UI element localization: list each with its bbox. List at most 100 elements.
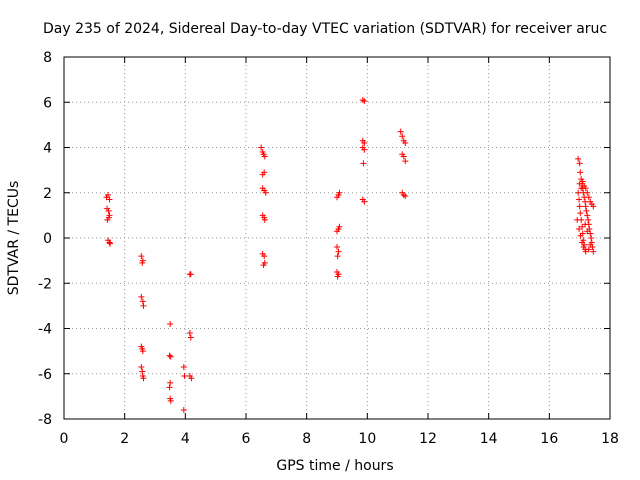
data-point bbox=[587, 241, 594, 248]
data-point bbox=[167, 320, 174, 327]
data-point bbox=[180, 363, 187, 370]
data-point bbox=[584, 189, 591, 196]
data-point bbox=[576, 203, 583, 210]
data-point bbox=[187, 334, 194, 341]
data-point bbox=[261, 253, 268, 260]
x-tick-label: 8 bbox=[302, 431, 311, 447]
x-tick-label: 6 bbox=[242, 431, 251, 447]
data-point bbox=[397, 128, 404, 135]
data-point bbox=[188, 375, 195, 382]
data-point bbox=[361, 98, 368, 105]
data-point bbox=[576, 196, 583, 203]
data-point bbox=[105, 207, 112, 214]
x-tick-label: 2 bbox=[120, 431, 129, 447]
y-axis-label: SDTVAR / TECUs bbox=[6, 181, 22, 296]
data-point bbox=[138, 293, 145, 300]
data-point bbox=[258, 144, 265, 151]
data-point bbox=[400, 153, 407, 160]
data-point bbox=[583, 207, 590, 214]
data-point bbox=[574, 216, 581, 223]
data-point bbox=[577, 210, 584, 217]
data-point bbox=[166, 352, 173, 359]
data-point bbox=[582, 198, 589, 205]
grid bbox=[64, 57, 610, 419]
x-tick-label: 4 bbox=[181, 431, 190, 447]
data-point bbox=[334, 253, 341, 260]
data-point bbox=[334, 273, 341, 280]
data-point bbox=[261, 153, 268, 160]
x-axis-label: GPS time / hours bbox=[276, 458, 393, 474]
data-point bbox=[140, 302, 147, 309]
data-point bbox=[590, 248, 597, 255]
data-point bbox=[579, 223, 586, 230]
y-tick-label: 8 bbox=[43, 50, 52, 66]
data-point bbox=[585, 194, 592, 201]
y-tick-label: 4 bbox=[43, 141, 52, 157]
data-point bbox=[582, 248, 589, 255]
y-tick-label: -8 bbox=[38, 412, 52, 428]
data-point bbox=[138, 363, 145, 370]
data-point bbox=[139, 259, 146, 266]
x-tick-label: 14 bbox=[480, 431, 498, 447]
data-point bbox=[139, 368, 146, 375]
data-point bbox=[138, 253, 145, 260]
data-point bbox=[582, 185, 589, 192]
y-tick-label: -2 bbox=[38, 276, 52, 292]
data-point bbox=[361, 146, 368, 153]
data-point bbox=[402, 158, 409, 165]
y-tick-label: -4 bbox=[38, 322, 52, 338]
x-tick-label: 0 bbox=[60, 431, 69, 447]
data-point bbox=[579, 239, 586, 246]
data-point bbox=[575, 189, 582, 196]
data-point bbox=[186, 330, 193, 337]
data-point bbox=[335, 248, 342, 255]
data-point bbox=[260, 262, 267, 269]
data-point bbox=[402, 139, 409, 146]
data-point bbox=[139, 348, 146, 355]
data-point bbox=[576, 225, 583, 232]
data-point bbox=[261, 216, 268, 223]
data-point bbox=[587, 230, 594, 237]
data-point bbox=[584, 228, 591, 235]
data-point bbox=[590, 203, 597, 210]
data-point bbox=[106, 239, 113, 246]
data-point bbox=[402, 193, 409, 200]
x-tick-label: 10 bbox=[358, 431, 376, 447]
data-points bbox=[103, 96, 597, 413]
data-point bbox=[361, 139, 368, 146]
data-point bbox=[576, 180, 583, 187]
chart-title: Day 235 of 2024, Sidereal Day-to-day VTE… bbox=[43, 21, 607, 37]
data-point bbox=[187, 271, 194, 278]
data-point bbox=[167, 353, 174, 360]
data-point bbox=[106, 196, 113, 203]
data-point bbox=[585, 216, 592, 223]
y-tick-label: 0 bbox=[43, 231, 52, 247]
data-point bbox=[140, 375, 147, 382]
data-point bbox=[180, 406, 187, 413]
x-tick-label: 16 bbox=[540, 431, 558, 447]
data-point bbox=[579, 178, 586, 185]
data-point bbox=[167, 379, 174, 386]
data-point bbox=[577, 232, 584, 239]
y-tick-label: 2 bbox=[43, 186, 52, 202]
data-point bbox=[584, 212, 591, 219]
y-tick-label: 6 bbox=[43, 95, 52, 111]
axis-ticks bbox=[63, 56, 611, 420]
data-point bbox=[575, 155, 582, 162]
data-point bbox=[105, 214, 112, 221]
data-point bbox=[588, 235, 595, 241]
data-point bbox=[580, 244, 587, 251]
data-point bbox=[262, 189, 269, 196]
data-point bbox=[107, 240, 114, 247]
data-point bbox=[261, 169, 268, 176]
x-tick-labels: 0 2 4 6 8 10 12 14 16 18 bbox=[60, 431, 619, 447]
data-point bbox=[585, 246, 592, 253]
data-point bbox=[181, 373, 188, 380]
data-point bbox=[399, 133, 406, 140]
data-point bbox=[360, 160, 367, 167]
x-tick-label: 12 bbox=[419, 431, 437, 447]
y-tick-label: -6 bbox=[38, 367, 52, 383]
data-point bbox=[166, 384, 173, 391]
data-point bbox=[167, 397, 174, 404]
